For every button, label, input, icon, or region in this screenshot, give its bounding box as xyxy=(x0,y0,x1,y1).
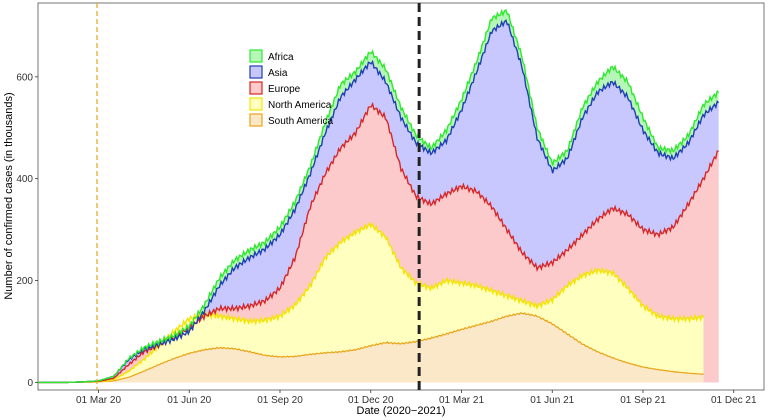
x-tick-label-01-jun-20: 01 Jun 20 xyxy=(167,395,211,406)
x-axis: 01 Mar 20 01 Jun 20 01 Sep 20 01 Dec 20 01 M… xyxy=(76,390,757,406)
legend-label-africa: Africa xyxy=(268,52,294,63)
legend-label-north-america: North America xyxy=(268,100,332,111)
x-tick-label-01-mar-20: 01 Mar 20 xyxy=(76,395,121,406)
legend-swatch-europe xyxy=(249,81,263,95)
legend-swatch-south-america xyxy=(249,113,263,127)
y-tick-label-400: 400 xyxy=(16,174,33,185)
area-layers xyxy=(38,10,719,383)
legend-item-south-america: South America xyxy=(249,113,333,127)
area-south-america xyxy=(38,312,704,383)
series-lines xyxy=(38,8,720,384)
legend-swatch-north-america xyxy=(249,97,263,111)
x-tick-label-01-jun-21: 01 Jun 21 xyxy=(530,395,574,406)
legend-item-north-america: North America xyxy=(249,97,332,111)
legend: Africa Asia Europe North America South Ameri… xyxy=(249,49,333,127)
legend-item-africa: Africa xyxy=(249,49,294,63)
y-axis-title: Number of confirmed cases (in thousands) xyxy=(3,92,15,299)
line-asia xyxy=(38,19,720,384)
y-tick-label-600: 600 xyxy=(16,72,33,83)
line-europe xyxy=(38,101,719,384)
line-south-america xyxy=(38,312,704,383)
x-axis-title: Date (2020−2021) xyxy=(357,405,446,417)
y-axis: 0 200 400 600 xyxy=(16,72,38,389)
reference-lines xyxy=(96,3,421,390)
x-tick-label-01-sep-20: 01 Sep 20 xyxy=(257,395,303,406)
x-tick-label-01-dec-20: 01 Dec 20 xyxy=(348,395,394,406)
legend-item-europe: Europe xyxy=(249,81,301,95)
legend-item-asia: Asia xyxy=(249,65,288,79)
x-tick-label-01-mar-21: 01 Mar 21 xyxy=(439,395,484,406)
y-tick-label-200: 200 xyxy=(16,276,33,287)
legend-label-south-america: South America xyxy=(268,116,333,127)
legend-swatch-africa xyxy=(249,49,263,63)
legend-swatch-asia xyxy=(249,65,263,79)
legend-label-asia: Asia xyxy=(268,68,288,79)
line-north-america xyxy=(38,221,705,384)
legend-label-europe: Europe xyxy=(268,84,301,95)
x-tick-label-01-dec-21: 01 Dec 21 xyxy=(711,395,757,406)
line-africa xyxy=(38,8,720,384)
x-tick-label-01-sep-21: 01 Sep 21 xyxy=(620,395,666,406)
y-tick-label-0: 0 xyxy=(27,378,33,389)
